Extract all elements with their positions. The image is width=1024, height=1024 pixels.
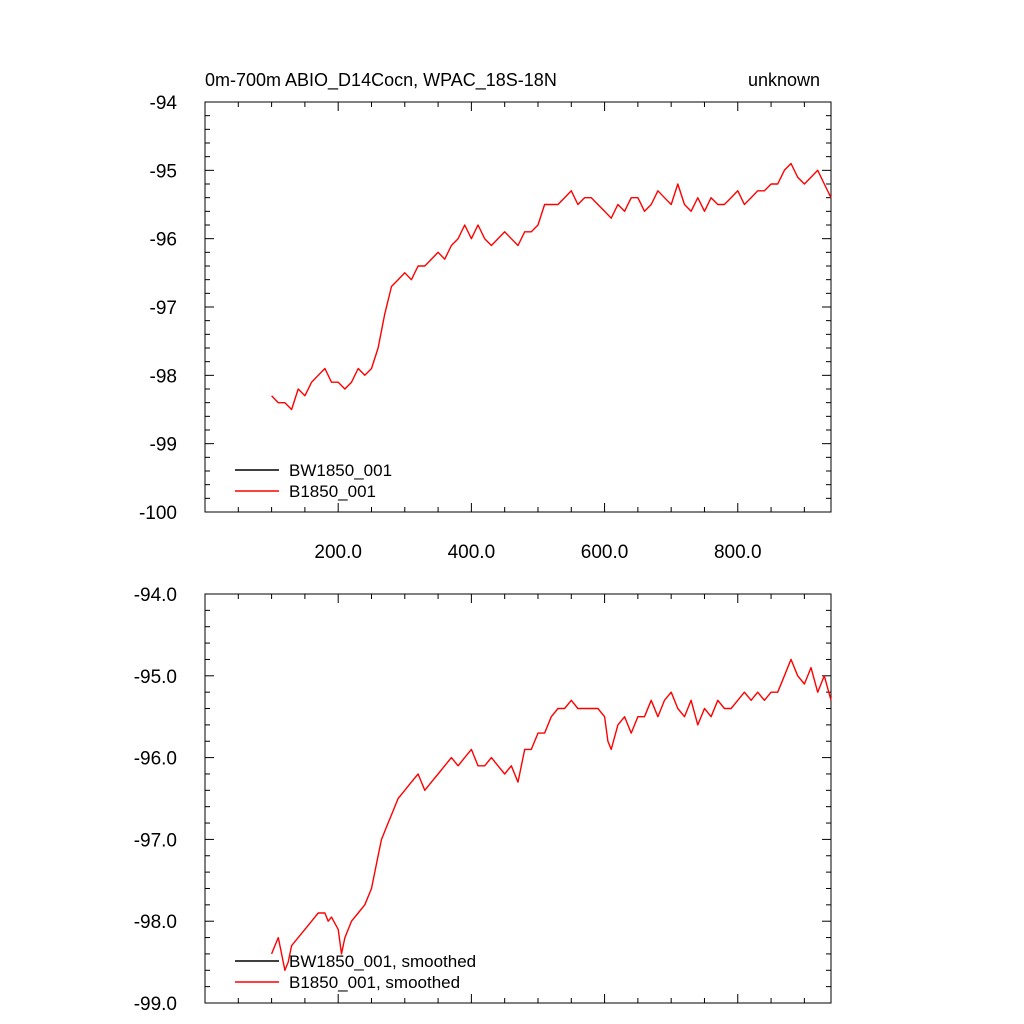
chart-title-right: unknown: [748, 70, 820, 90]
y-tick-label: -97: [150, 298, 177, 319]
x-tick-label: 600.0: [581, 542, 629, 563]
series-line-1: [270, 658, 832, 971]
y-tick-label: -96.0: [134, 749, 177, 770]
legend-label: B1850_001, smoothed: [289, 973, 460, 992]
y-tick-label: -98: [150, 366, 177, 387]
y-tick-label: -100: [139, 503, 177, 524]
x-tick-label: 200.0: [314, 542, 362, 563]
y-tick-label: -99: [150, 435, 177, 456]
legend-label: BW1850_001: [289, 461, 392, 480]
series-line-1: [271, 162, 832, 411]
x-tick-label: 800.0: [714, 542, 762, 563]
chart-title: 0m-700m ABIO_D14Cocn, WPAC_18S-18N: [205, 70, 557, 91]
y-tick-label: -94.0: [134, 585, 177, 606]
plot-frame: [204, 101, 832, 513]
bottom-plot: -94.0 -95.0 -96.0 -97.0 -98.0 -99.0 BW1850_001…: [134, 585, 832, 1015]
y-tick-label: -97.0: [134, 830, 177, 851]
legend-label: BW1850_001, smoothed: [289, 952, 476, 971]
y-tick-label: -99.0: [134, 994, 177, 1015]
x-tick-label: 400.0: [448, 542, 496, 563]
y-tick-label: -95.0: [134, 667, 177, 688]
y-tick-label: -96: [150, 230, 177, 251]
y-tick-label: -94: [150, 93, 178, 114]
y-tick-label: -98.0: [134, 912, 177, 933]
plot-frame: [204, 593, 832, 1004]
top-plot: -94 -95 -96 -97 -98 -99 -100 200.0 400.0 600.0 800…: [139, 93, 832, 563]
y-tick-label: -95: [150, 161, 177, 182]
legend-label: B1850_001: [289, 482, 376, 501]
